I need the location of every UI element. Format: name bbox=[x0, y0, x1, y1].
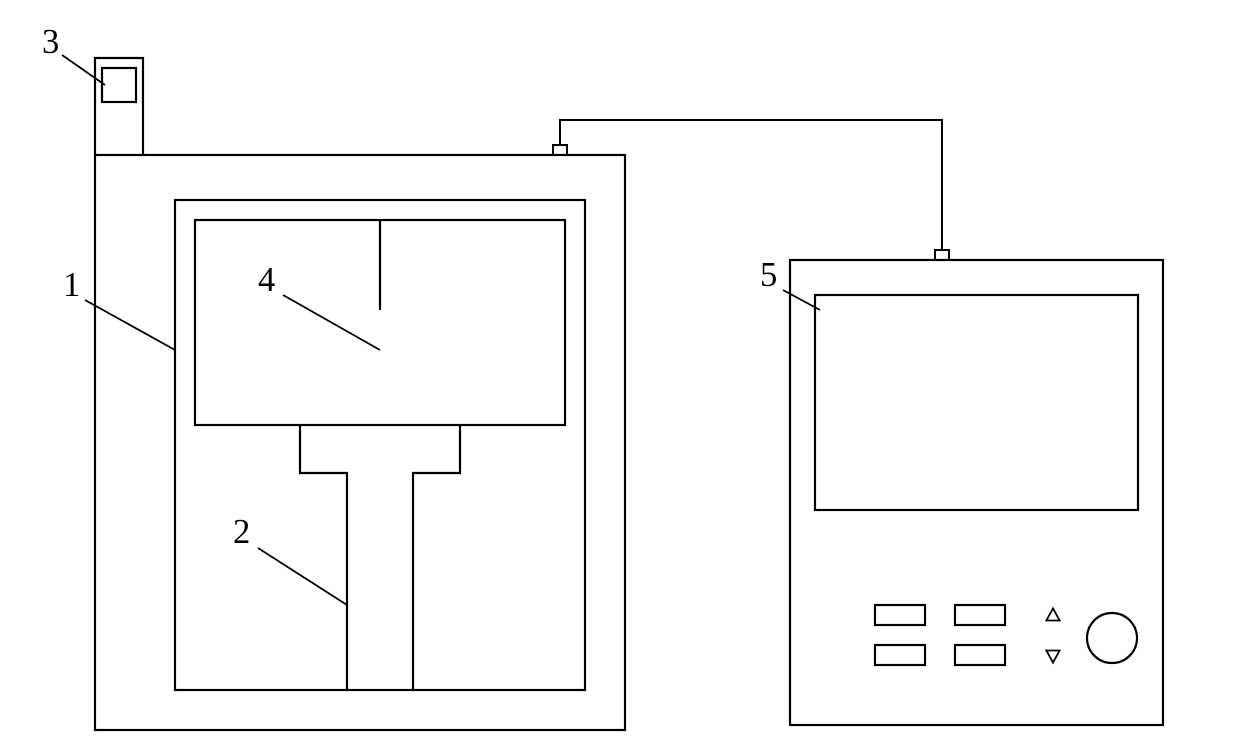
canvas-bg bbox=[0, 0, 1240, 753]
callout-label-2: 2 bbox=[233, 513, 250, 551]
callout-label-3: 3 bbox=[42, 23, 59, 61]
callout-label-4: 4 bbox=[258, 261, 275, 299]
callout-label-5: 5 bbox=[760, 256, 777, 294]
callout-label-1: 1 bbox=[63, 266, 80, 304]
